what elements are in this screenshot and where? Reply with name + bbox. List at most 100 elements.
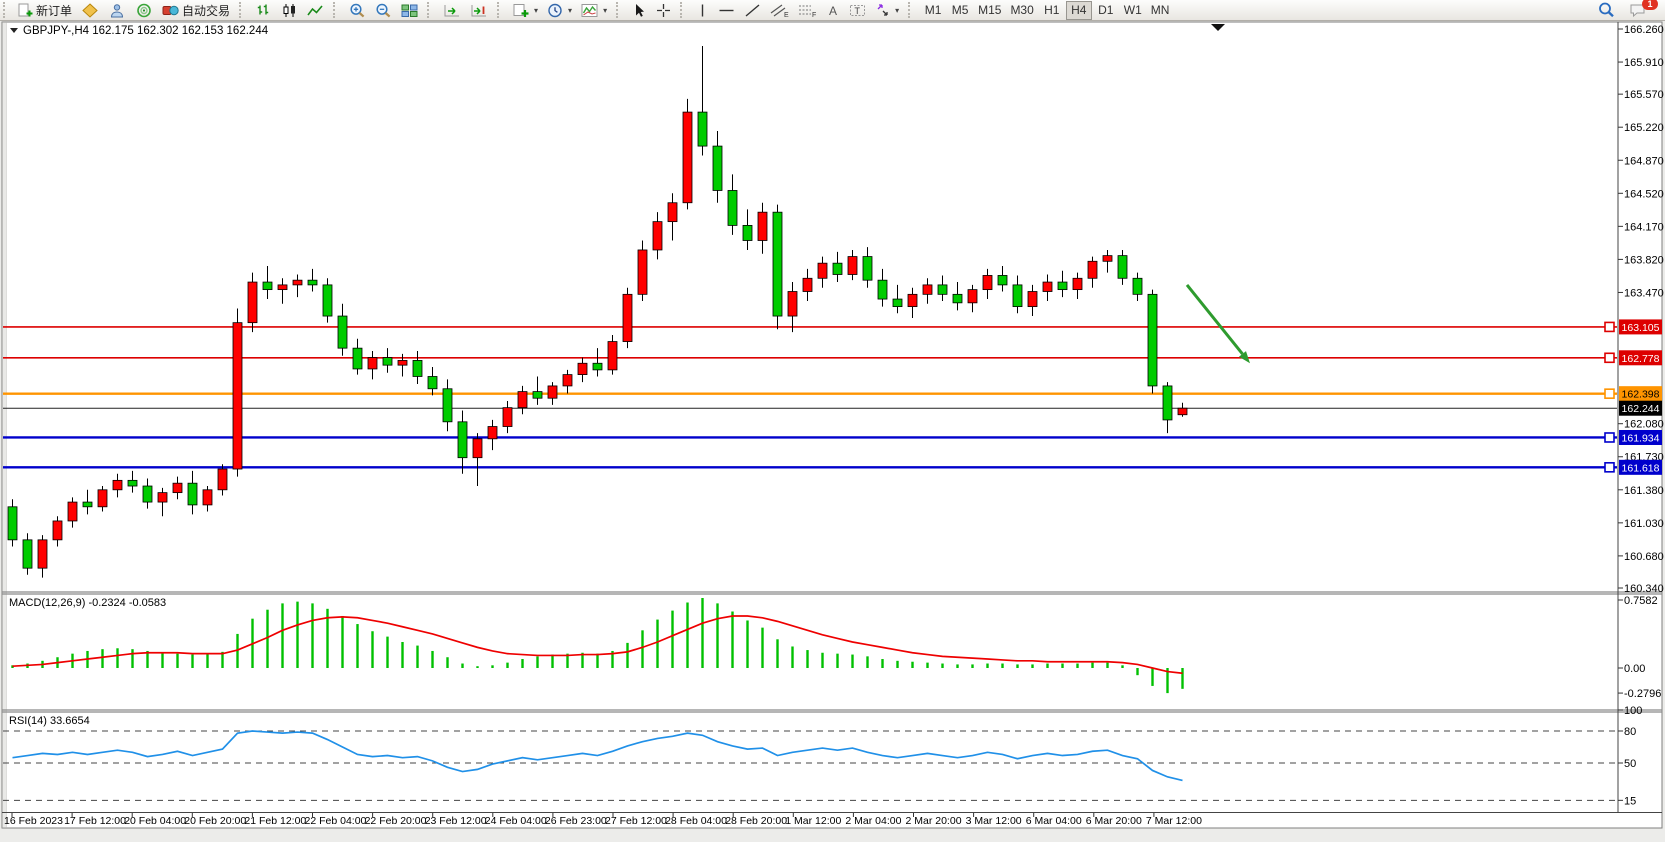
auto-scroll-icon[interactable]: [439, 1, 465, 20]
candle-body: [397, 360, 408, 366]
candle: [712, 130, 723, 203]
candle-body: [262, 281, 273, 291]
candle: [7, 499, 18, 547]
chart-shift-icon[interactable]: [466, 1, 492, 20]
periods-button[interactable]: ▾: [543, 1, 576, 20]
candle: [1012, 275, 1023, 314]
line-handle-marker[interactable]: [1604, 321, 1615, 333]
line-handle-marker[interactable]: [1604, 462, 1615, 473]
time-label: 26 Feb 23:00: [545, 815, 607, 827]
templates-button[interactable]: ▾: [577, 1, 611, 20]
text-label-icon[interactable]: T: [845, 1, 870, 20]
toolbar: 新订单 自动交易 ▾ ▾ ▾ E F A T ▾ M1 M5 M15 M30 H…: [0, 0, 1665, 21]
price-tick-label: 166.260: [1624, 24, 1664, 36]
indicators-button[interactable]: ▾: [509, 1, 542, 20]
candle-body: [997, 275, 1008, 286]
charts-icon[interactable]: [77, 1, 103, 20]
symbol-dropdown-icon[interactable]: [10, 28, 18, 33]
timeframe-m1[interactable]: M1: [920, 1, 946, 20]
candle-body: [757, 211, 768, 241]
candle-body: [787, 291, 798, 317]
candle: [292, 274, 303, 298]
candle-body: [202, 489, 213, 506]
candle: [982, 268, 993, 300]
cursor-icon[interactable]: [628, 1, 651, 20]
candle: [217, 464, 228, 496]
bar-chart-icon[interactable]: [251, 1, 276, 20]
time-label: 6 Mar 20:00: [1086, 815, 1142, 827]
line-handle-marker[interactable]: [1604, 388, 1615, 399]
line-handle-marker[interactable]: [1604, 352, 1615, 364]
price-tick-label: 160.340: [1624, 583, 1664, 595]
candle-body: [442, 388, 453, 423]
time-label: 20 Feb 04:00: [124, 815, 186, 827]
time-label: 20 Feb 20:00: [184, 815, 246, 827]
candle: [382, 348, 393, 373]
candle: [82, 489, 93, 515]
candle: [892, 284, 903, 314]
candle: [322, 278, 333, 323]
candle-body: [712, 145, 723, 191]
candlestick-chart-icon[interactable]: [277, 1, 302, 20]
price-tick-label: 164.870: [1624, 155, 1664, 167]
search-icon[interactable]: [1594, 1, 1619, 20]
crosshair-icon[interactable]: [652, 1, 675, 20]
price-badge: 163.105: [1619, 319, 1662, 335]
tile-windows-icon[interactable]: [397, 1, 422, 20]
horizontal-line-icon[interactable]: [714, 1, 739, 20]
candle: [157, 487, 168, 517]
candle: [367, 350, 378, 380]
timeframe-w1[interactable]: W1: [1120, 1, 1146, 20]
equidistant-channel-icon[interactable]: E: [766, 1, 793, 20]
candle: [457, 410, 468, 474]
line-chart-icon[interactable]: [303, 1, 328, 20]
price-badge-label: 161.618: [1622, 462, 1660, 474]
separator: [616, 2, 623, 18]
candle: [172, 476, 183, 500]
candle-body: [142, 485, 153, 503]
candle-body: [472, 438, 483, 459]
signals-icon[interactable]: [131, 1, 157, 20]
fibonacci-icon[interactable]: F: [794, 1, 821, 20]
new-order-button[interactable]: 新订单: [14, 1, 76, 20]
timeframe-m5[interactable]: M5: [947, 1, 973, 20]
timeframe-h4[interactable]: H4: [1065, 0, 1092, 20]
time-label: 2 Mar 04:00: [845, 815, 901, 827]
candle: [1162, 382, 1173, 434]
profile-icon[interactable]: [104, 1, 130, 20]
zoom-in-icon[interactable]: [345, 1, 370, 20]
candle: [307, 268, 318, 292]
candle-body: [367, 357, 378, 370]
trend-arrow-annotation[interactable]: [1185, 283, 1250, 364]
candle: [1177, 402, 1188, 417]
candle: [547, 382, 558, 405]
candle-body: [577, 362, 588, 375]
timeframe-m30[interactable]: M30: [1006, 1, 1037, 20]
timeframe-m15[interactable]: M15: [974, 1, 1005, 20]
candle-body: [742, 225, 753, 241]
candle: [1147, 289, 1158, 394]
chart-background[interactable]: [1, 21, 1663, 829]
candle: [607, 334, 618, 375]
chart-shift-marker-icon[interactable]: [1211, 24, 1225, 31]
price-badge: 162.778: [1619, 350, 1662, 366]
timeframe-h1[interactable]: H1: [1039, 1, 1065, 20]
candle: [727, 174, 738, 235]
vertical-line-icon[interactable]: [692, 1, 713, 20]
arrows-icon[interactable]: ▾: [871, 1, 903, 20]
zoom-out-icon[interactable]: [371, 1, 396, 20]
candle-body: [547, 385, 558, 399]
autotrading-button[interactable]: 自动交易: [158, 1, 234, 20]
candle: [262, 266, 273, 300]
candle-body: [622, 293, 633, 342]
line-handle-marker[interactable]: [1604, 432, 1615, 443]
timeframe-d1[interactable]: D1: [1093, 1, 1119, 20]
candle-body: [427, 376, 438, 390]
text-icon[interactable]: A: [822, 1, 844, 20]
trendline-icon[interactable]: [740, 1, 765, 20]
candle-body: [967, 289, 978, 304]
chart-canvas[interactable]: GBPJPY-,H4 162.175 162.302 162.153 162.2…: [0, 21, 1665, 837]
candle-body: [172, 482, 183, 494]
candle: [877, 268, 888, 307]
timeframe-mn[interactable]: MN: [1147, 1, 1174, 20]
